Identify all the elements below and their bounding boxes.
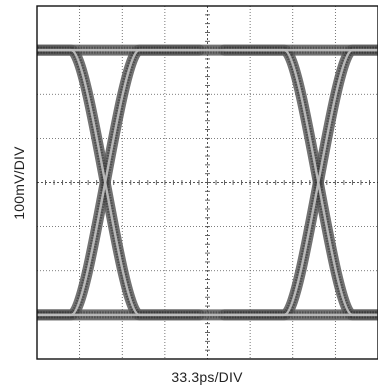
plot-frame (36, 5, 378, 360)
y-axis-label: 100mV/DIV (11, 146, 27, 220)
x-axis-label: 33.3ps/DIV (171, 369, 243, 385)
falling-edge-trace-2-core (224, 48, 378, 317)
falling-edge-trace-1-core (37, 48, 200, 317)
trace-layer (37, 44, 378, 321)
